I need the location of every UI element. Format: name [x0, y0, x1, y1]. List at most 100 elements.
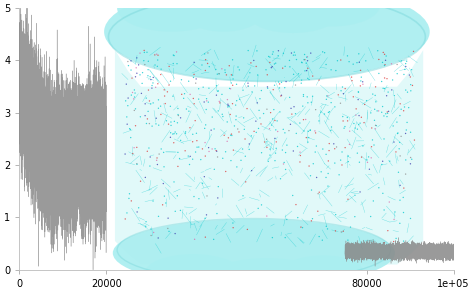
Point: [144, 67, 152, 72]
Point: [335, 173, 343, 177]
Point: [290, 53, 297, 57]
Point: [385, 109, 392, 114]
Point: [189, 157, 196, 161]
Point: [154, 162, 161, 167]
Point: [169, 61, 177, 66]
Point: [295, 71, 302, 76]
Point: [279, 148, 286, 152]
Point: [361, 102, 368, 107]
Point: [135, 62, 142, 67]
Point: [394, 131, 401, 135]
Point: [407, 130, 414, 134]
Point: [137, 179, 144, 184]
Point: [253, 49, 261, 53]
Point: [233, 165, 241, 169]
Point: [228, 133, 236, 138]
Point: [133, 56, 141, 60]
Point: [312, 144, 320, 148]
Point: [372, 127, 379, 131]
Point: [201, 52, 209, 56]
Point: [290, 104, 298, 109]
Point: [356, 190, 364, 194]
Point: [240, 127, 248, 132]
Point: [192, 76, 200, 81]
Point: [141, 113, 149, 118]
Point: [246, 70, 254, 75]
Point: [170, 140, 178, 145]
Point: [303, 55, 310, 59]
Point: [181, 91, 188, 96]
Point: [400, 239, 407, 243]
Point: [339, 114, 346, 119]
Point: [169, 132, 177, 136]
Point: [190, 194, 198, 199]
Point: [283, 143, 291, 147]
Point: [218, 92, 226, 97]
Point: [269, 117, 276, 121]
Point: [152, 122, 160, 126]
Point: [286, 64, 294, 69]
Point: [281, 85, 289, 90]
Point: [160, 88, 168, 92]
Point: [365, 154, 373, 159]
Point: [146, 155, 154, 159]
Point: [392, 149, 400, 154]
Point: [340, 126, 348, 131]
Point: [174, 164, 182, 169]
Point: [407, 155, 414, 160]
Point: [162, 201, 170, 205]
Point: [321, 189, 328, 194]
Point: [388, 88, 396, 92]
Point: [381, 86, 388, 91]
Point: [337, 88, 345, 93]
Point: [354, 127, 361, 132]
Point: [143, 121, 150, 126]
Point: [305, 77, 313, 82]
Point: [410, 49, 417, 54]
Point: [223, 120, 231, 124]
Point: [274, 48, 282, 53]
Point: [213, 72, 221, 76]
Point: [216, 100, 224, 105]
Point: [381, 52, 388, 57]
Point: [241, 154, 249, 159]
Point: [384, 90, 392, 94]
Point: [135, 205, 143, 210]
Point: [279, 66, 286, 71]
Point: [260, 111, 267, 116]
Point: [131, 95, 138, 99]
Point: [182, 131, 189, 136]
Point: [169, 94, 177, 98]
Point: [287, 122, 294, 127]
Point: [266, 126, 273, 131]
Point: [226, 104, 233, 108]
Point: [255, 206, 262, 211]
Point: [132, 106, 139, 111]
Point: [375, 71, 383, 76]
Point: [303, 68, 310, 73]
Point: [131, 91, 139, 96]
Point: [190, 96, 197, 101]
Point: [221, 68, 229, 72]
Point: [254, 100, 261, 105]
Point: [269, 52, 276, 57]
Point: [221, 70, 229, 75]
Point: [164, 226, 172, 231]
Point: [173, 120, 181, 125]
Point: [301, 69, 309, 73]
Point: [213, 93, 220, 98]
Point: [309, 94, 316, 99]
Point: [136, 72, 144, 77]
Point: [236, 68, 243, 72]
Point: [205, 86, 213, 91]
Point: [130, 97, 137, 101]
Point: [153, 116, 160, 121]
Point: [323, 97, 330, 102]
Point: [258, 202, 265, 207]
Point: [255, 126, 262, 131]
Point: [215, 184, 222, 189]
Point: [173, 193, 181, 198]
Point: [382, 111, 390, 116]
Point: [199, 181, 206, 186]
Ellipse shape: [198, 0, 319, 23]
